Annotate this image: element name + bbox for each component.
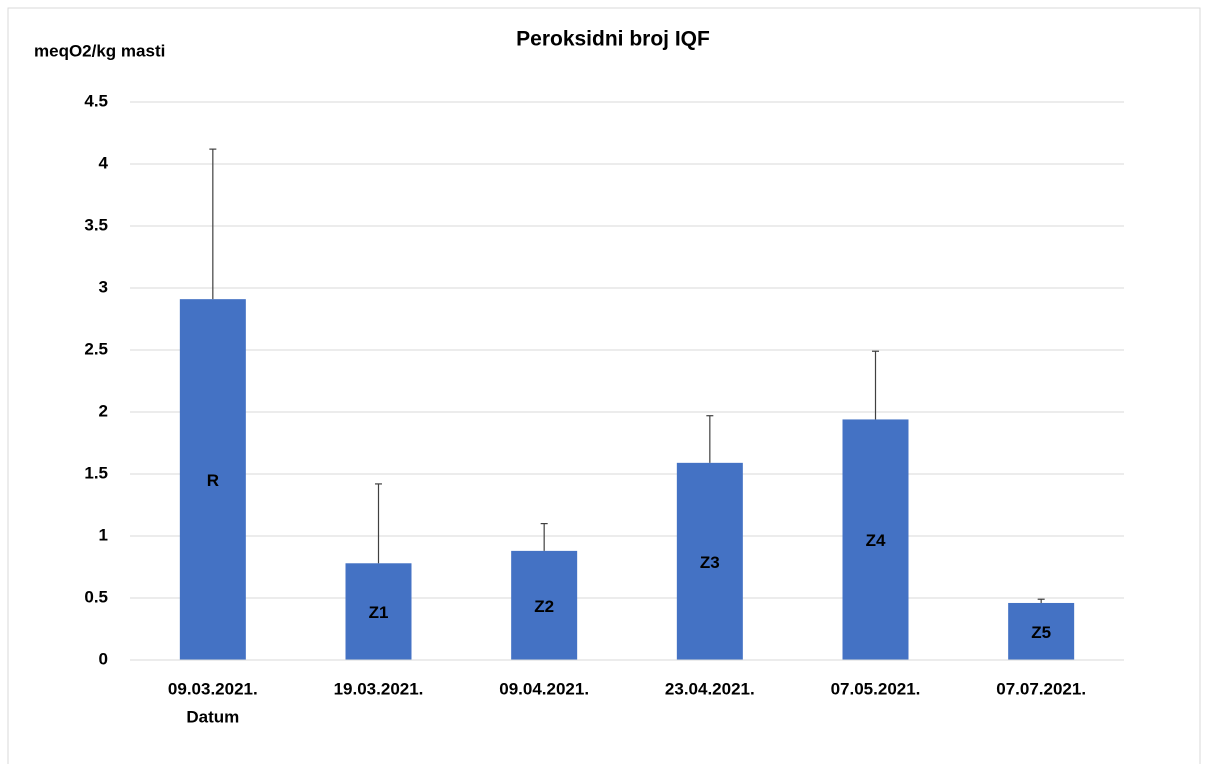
bar — [676, 462, 743, 660]
x-tick-label: 07.05.2021. — [831, 679, 921, 698]
bar — [345, 563, 412, 660]
x-tick-label: 23.04.2021. — [665, 679, 755, 698]
x-axis-label: Datum — [186, 707, 239, 726]
bar — [511, 550, 578, 660]
y-tick-label: 0.5 — [84, 587, 108, 606]
bar-label: Z1 — [369, 603, 389, 622]
x-tick-label: 09.03.2021. — [168, 679, 258, 698]
error-bar — [540, 522, 548, 551]
bar — [842, 419, 909, 660]
y-tick-label: 2 — [99, 401, 108, 420]
x-tick-label: 09.04.2021. — [499, 679, 589, 698]
y-tick-label: 0 — [99, 649, 108, 668]
y-tick-label: 3.5 — [84, 215, 108, 234]
y-tick-label: 1.5 — [84, 463, 108, 482]
error-bar — [209, 148, 217, 300]
bar — [179, 299, 246, 660]
y-tick-label: 4 — [99, 153, 109, 172]
y-tick-label: 1 — [99, 525, 108, 544]
x-tick-label: 19.03.2021. — [334, 679, 424, 698]
error-bar — [375, 483, 382, 564]
bar — [1008, 602, 1075, 660]
y-axis-label: meqO2/kg masti — [34, 41, 165, 60]
y-tick-label: 3 — [99, 277, 108, 296]
bar-label: Z2 — [534, 597, 554, 616]
y-tick-label: 2.5 — [84, 339, 108, 358]
x-tick-label: 07.07.2021. — [996, 679, 1086, 698]
bar-label: Z5 — [1031, 623, 1051, 642]
error-bar — [872, 350, 879, 420]
bar-label: R — [207, 471, 219, 490]
chart-title: Peroksidni broj IQF — [516, 28, 710, 51]
y-tick-label: 4.5 — [84, 91, 108, 110]
error-bar — [1037, 598, 1045, 603]
bar-label: Z3 — [700, 553, 720, 572]
error-bar — [706, 415, 714, 463]
bar-label: Z4 — [866, 531, 886, 550]
